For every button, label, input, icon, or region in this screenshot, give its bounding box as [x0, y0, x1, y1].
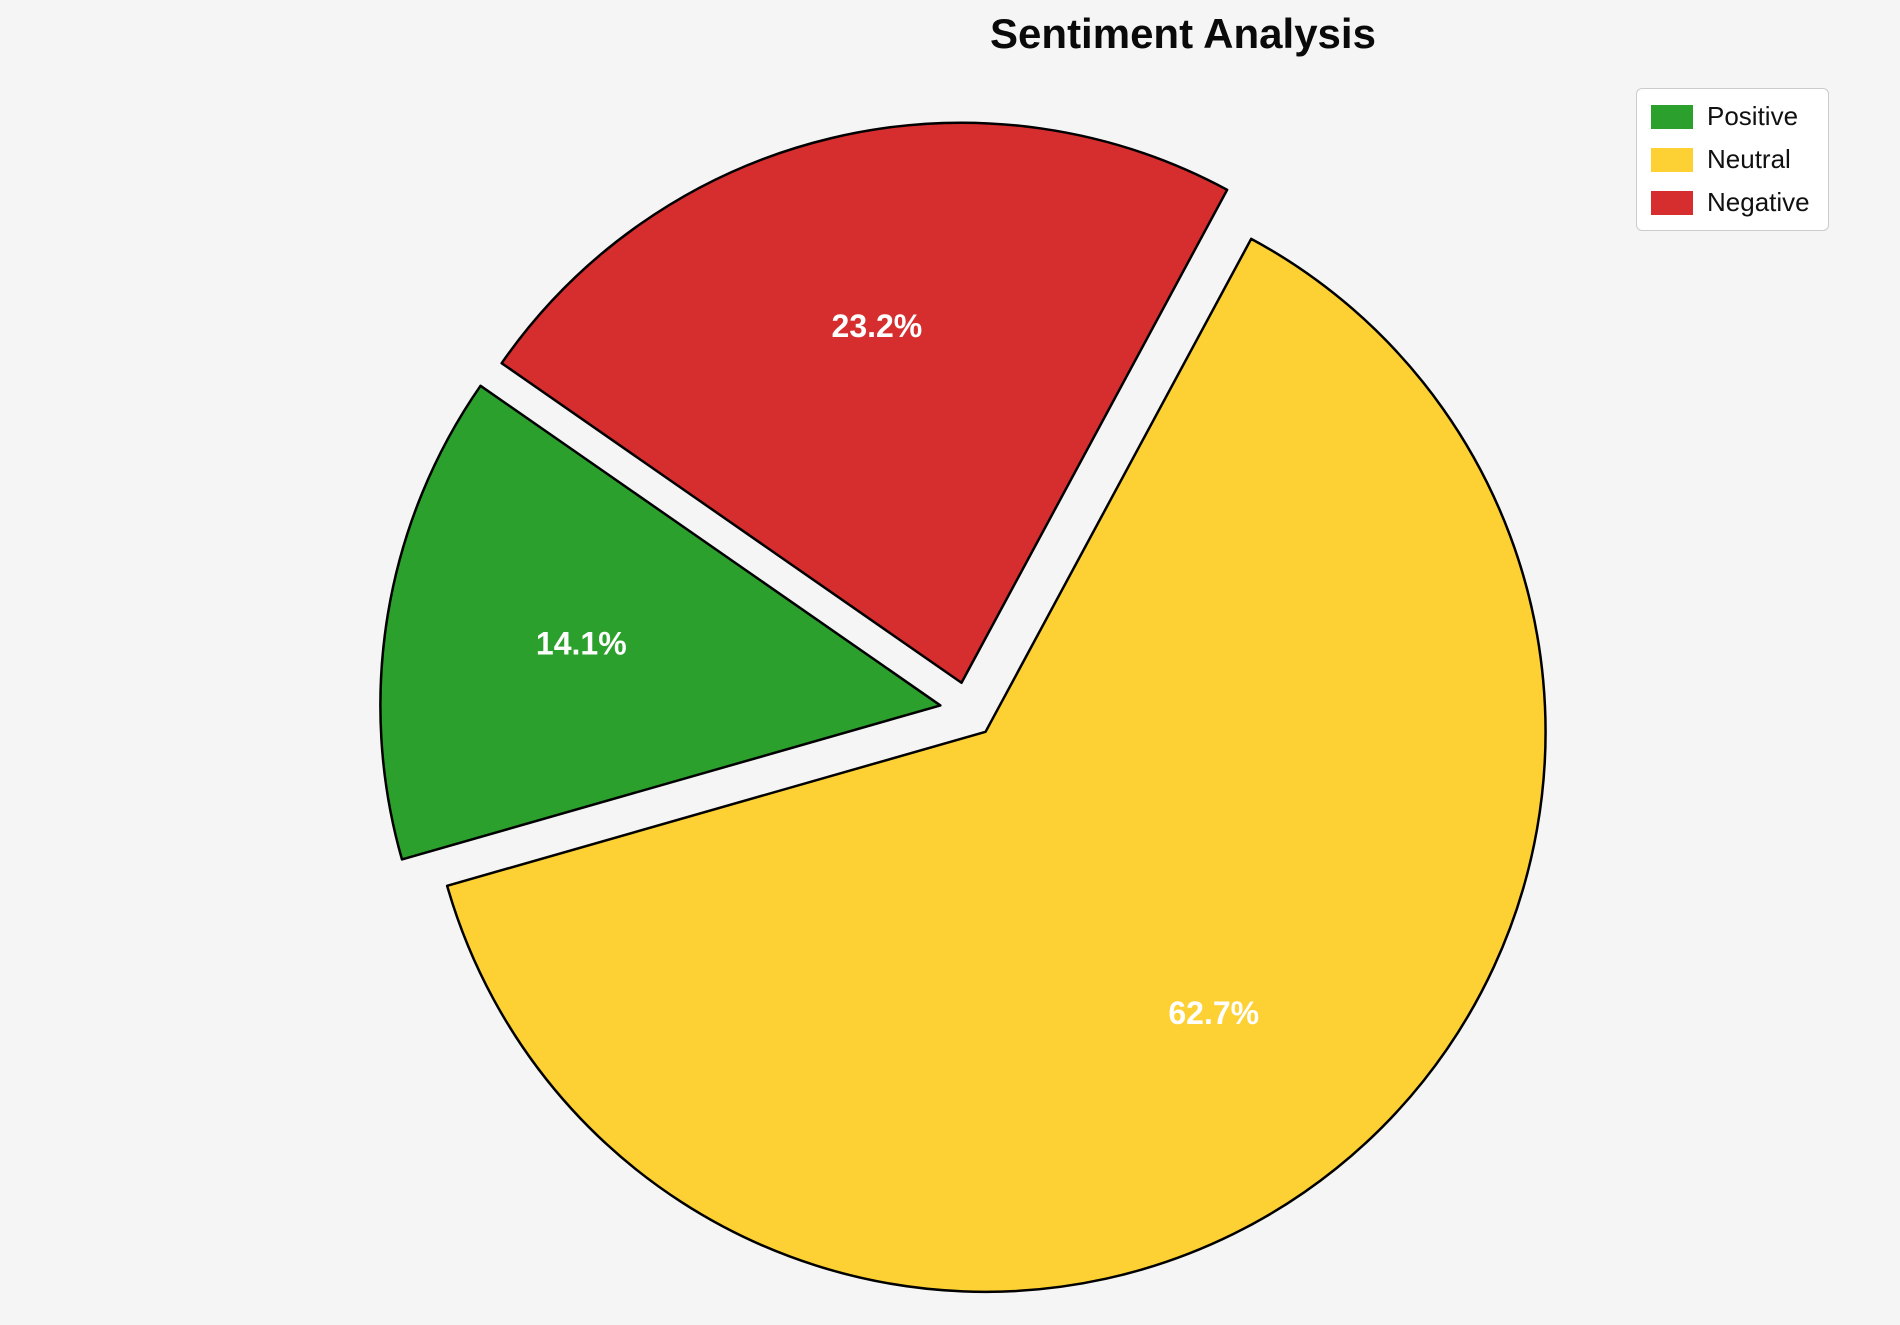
pie-pct-label-negative: 23.2%	[832, 308, 923, 344]
legend-label-positive: Positive	[1707, 101, 1799, 131]
legend-swatch-negative	[1651, 190, 1693, 215]
legend: Positive Neutral Negative	[1636, 88, 1829, 231]
pie-slice-negative	[500, 121, 1229, 685]
legend-label-negative: Negative	[1707, 187, 1810, 217]
legend-item-negative: Negative	[1651, 187, 1810, 218]
pie-pct-label-neutral: 62.7%	[1168, 995, 1259, 1031]
legend-label-neutral: Neutral	[1707, 144, 1791, 174]
chart-title: Sentiment Analysis	[990, 10, 1376, 57]
legend-swatch-neutral	[1651, 147, 1693, 172]
legend-item-neutral: Neutral	[1651, 144, 1810, 175]
pie-slice-neutral	[445, 237, 1547, 1294]
pie-pct-label-positive: 14.1%	[536, 625, 627, 661]
pie-slice-positive	[379, 384, 942, 861]
legend-item-positive: Positive	[1651, 101, 1810, 132]
legend-swatch-positive	[1651, 104, 1693, 129]
